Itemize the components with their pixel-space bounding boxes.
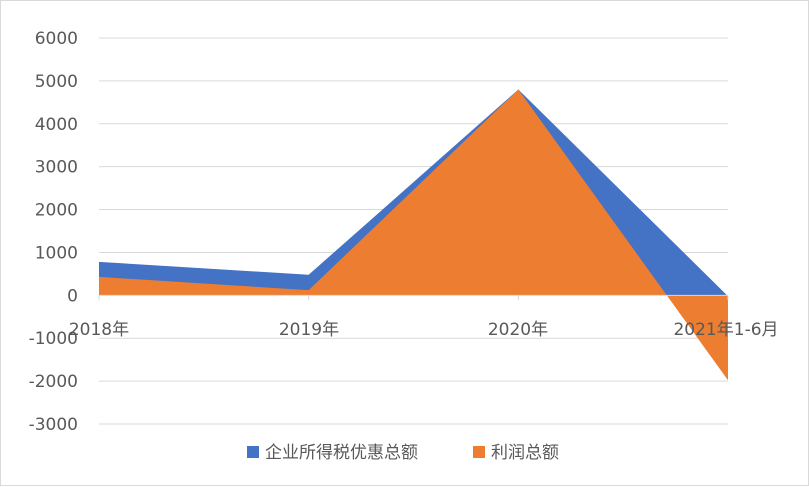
x-tick-label: 2020年 bbox=[488, 320, 548, 340]
y-tick-label: -3000 bbox=[29, 415, 78, 435]
y-tick-label: 4000 bbox=[35, 115, 78, 135]
legend-swatch bbox=[247, 446, 259, 458]
series-areas bbox=[99, 89, 728, 381]
legend-label: 利润总额 bbox=[491, 443, 559, 463]
legend-swatch bbox=[473, 446, 485, 458]
legend-label: 企业所得税优惠总额 bbox=[265, 443, 418, 463]
y-tick-label: 6000 bbox=[35, 29, 78, 49]
y-tick-label: -1000 bbox=[29, 329, 78, 349]
y-tick-label: 2000 bbox=[35, 201, 78, 221]
x-axis bbox=[98, 294, 729, 301]
area-series-2 bbox=[99, 89, 728, 381]
x-tick-label: 2021年1-6月 bbox=[673, 320, 778, 340]
legend: 企业所得税优惠总额 利润总额 bbox=[247, 443, 559, 463]
y-tick-label: 3000 bbox=[35, 158, 78, 178]
y-tick-label: 5000 bbox=[35, 72, 78, 92]
x-tick-labels: 2018年 2019年 2020年 2021年1-6月 bbox=[69, 320, 779, 340]
y-tick-label: 1000 bbox=[35, 243, 78, 263]
y-tick-labels: 6000 5000 4000 3000 2000 1000 0 -1000 -2000 -3000 bbox=[29, 29, 78, 435]
y-tick-label: -2000 bbox=[29, 372, 78, 392]
x-tick-label: 2018年 bbox=[69, 320, 129, 340]
y-tick-label: 0 bbox=[67, 286, 78, 306]
x-tick-label: 2019年 bbox=[279, 320, 339, 340]
